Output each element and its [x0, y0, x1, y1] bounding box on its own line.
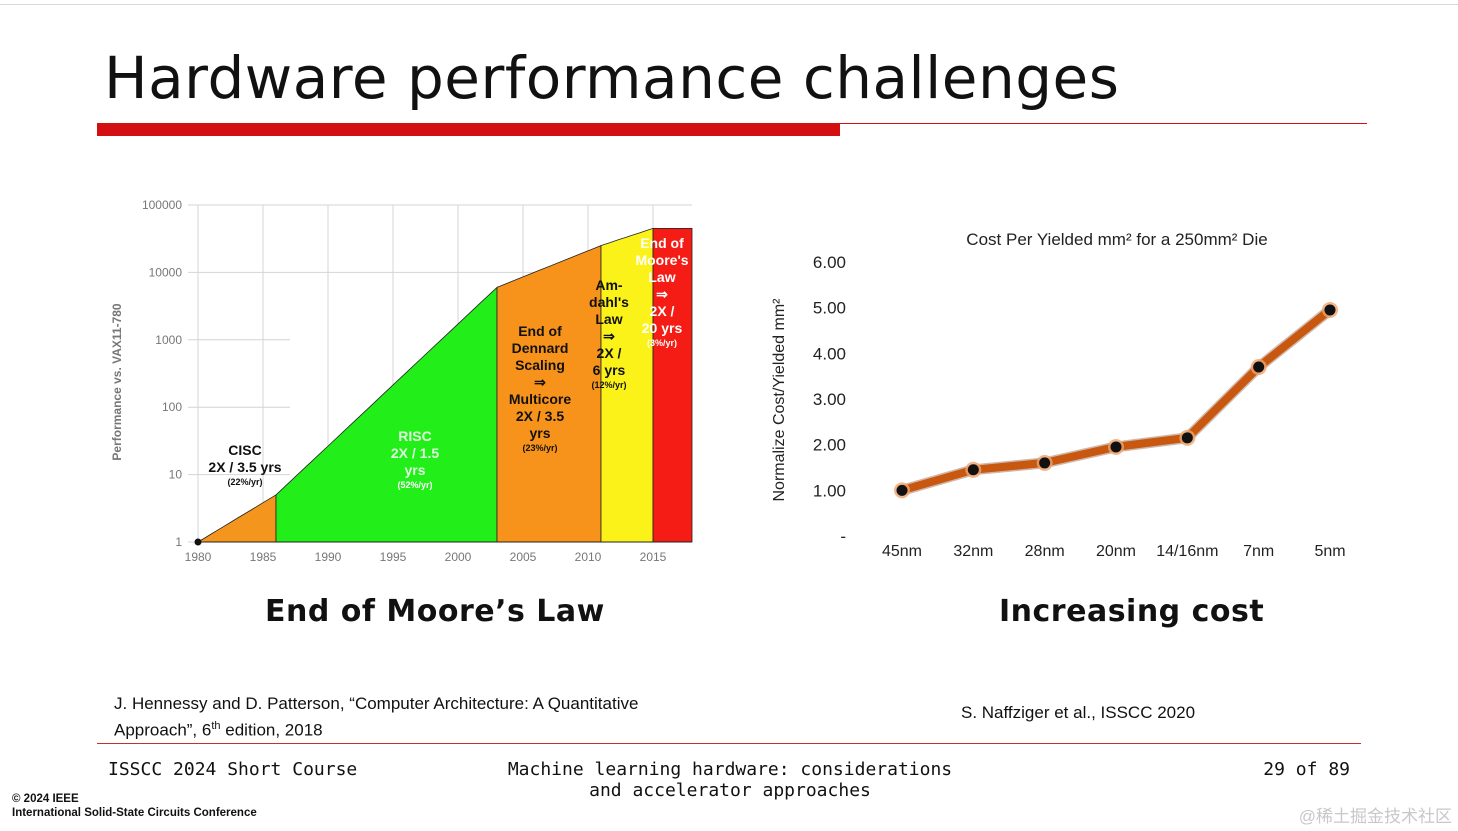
region-label: ⇒	[603, 328, 615, 344]
footer-left: ISSCC 2024 Short Course	[108, 759, 358, 780]
region-rate: (12%/yr)	[591, 380, 626, 390]
region-label: CISC	[228, 442, 261, 458]
page-number: 29 of 89	[1263, 759, 1350, 780]
region-risc	[275, 286, 498, 543]
region-label: Dennard	[512, 340, 569, 356]
x-tick-label: 1990	[315, 550, 342, 564]
copyright: © 2024 IEEE International Solid-State Ci…	[12, 792, 257, 820]
ref-authors: J. Hennessy and D. Patterson	[114, 694, 340, 713]
y-axis-label: Performance vs. VAX11-780	[110, 303, 124, 461]
region-label: 20 yrs	[642, 320, 683, 336]
slide-title: Hardware performance challenges	[104, 44, 1120, 112]
top-border	[0, 4, 1458, 5]
region-label: ⇒	[656, 286, 668, 302]
copyright-line1: © 2024 IEEE	[12, 793, 79, 805]
x-tick-label: 1980	[185, 550, 212, 564]
ref-work-line2a: Approach”, 6	[114, 720, 212, 740]
region-label: 2X / 3.5	[516, 408, 564, 424]
region-label: Scaling	[515, 357, 565, 373]
footer-divider	[97, 743, 1361, 744]
footer-center-line2: and accelerator approaches	[589, 780, 871, 801]
footer-center-line1: Machine learning hardware: consideration…	[507, 759, 953, 780]
region-label: yrs	[404, 462, 425, 478]
region-label: Moore's	[635, 252, 688, 268]
region-cisc	[196, 494, 277, 543]
ref-work-line1: , “Computer Architecture: A Quantitative	[339, 694, 639, 713]
region-label: Law	[595, 311, 622, 327]
region-rate: (22%/yr)	[227, 477, 262, 487]
region-rate: (23%/yr)	[522, 443, 557, 453]
x-tick-label: 2010	[575, 550, 602, 564]
region-label: yrs	[529, 425, 550, 441]
x-tick-label: 2005	[510, 550, 537, 564]
region-label: ⇒	[534, 374, 546, 390]
y-tick-label: 1000	[155, 333, 182, 347]
region-label: 2X /	[597, 345, 622, 361]
x-tick-label: 1985	[250, 550, 277, 564]
region-rate: (52%/yr)	[397, 480, 432, 490]
y-tick-label: 1	[175, 535, 182, 549]
title-underline-thick	[97, 123, 840, 136]
x-tick-label: 2015	[640, 550, 667, 564]
region-rate: (3%/yr)	[647, 338, 677, 348]
region-label: 2X /	[650, 303, 675, 319]
y-tick-label: 10	[169, 468, 183, 482]
region-label: dahl's	[589, 294, 629, 310]
right-caption: Increasing cost	[999, 594, 1265, 629]
footer-center: Machine learning hardware: consideration…	[480, 759, 980, 801]
reference-right: S. Naffziger et al., ISSCC 2020	[961, 703, 1196, 722]
region-label: RISC	[398, 428, 431, 444]
y-tick-label: 100000	[142, 198, 182, 212]
left-caption: End of Moore’s Law	[265, 594, 605, 629]
reference-left: J. Hennessy and D. Patterson, “Computer …	[114, 693, 638, 742]
region-label: Law	[648, 269, 675, 285]
copyright-line2: International Solid-State Circuits Confe…	[12, 807, 257, 819]
x-tick-label: 2000	[445, 550, 472, 564]
region-label: Multicore	[509, 391, 571, 407]
region-label: 2X / 1.5	[391, 445, 439, 461]
region-label: End of	[640, 235, 684, 251]
region-label: 2X / 3.5 yrs	[208, 459, 281, 475]
region-label: Am-	[595, 277, 623, 293]
ref-superscript: th	[211, 720, 221, 732]
region-label: 6 yrs	[593, 362, 626, 378]
ref-work-line2b: edition, 2018	[220, 720, 323, 740]
x-tick-label: 1995	[380, 550, 407, 564]
region-end-of-moore-s-law	[652, 227, 693, 543]
region-label: End of	[518, 323, 562, 339]
y-tick-label: 10000	[149, 265, 183, 279]
watermark: @稀土掘金技术社区	[1298, 807, 1452, 826]
origin-dot	[194, 538, 202, 546]
y-tick-label: 100	[162, 400, 182, 414]
